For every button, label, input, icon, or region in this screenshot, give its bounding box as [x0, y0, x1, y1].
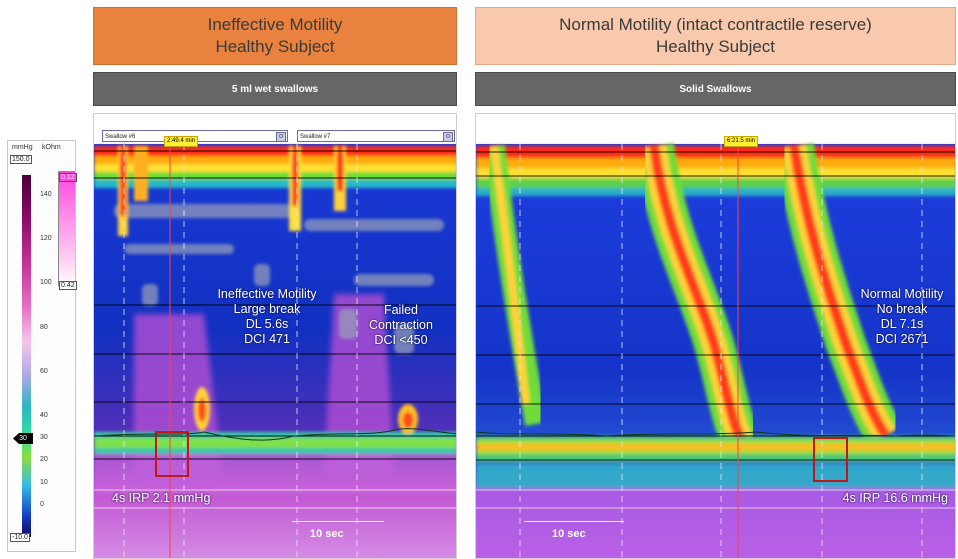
- right-irp-label: 4s IRP 16.6 mmHg: [842, 491, 948, 505]
- grey-patches: [114, 204, 444, 354]
- annotation-line: DCI 471: [244, 332, 290, 346]
- peristaltic-wave-1: [634, 143, 762, 455]
- swallow-tab-7-label: Swallow #7: [300, 134, 331, 140]
- tick-label: 120: [40, 235, 52, 242]
- right-time-scale-bar: [524, 521, 624, 522]
- left-title-line1: Ineffective Motility: [207, 15, 343, 34]
- tick-label: 20: [40, 456, 48, 463]
- left-annotation-ineffective: Ineffective Motility Large break DL 5.6s…: [192, 287, 342, 347]
- peristaltic-wave-2: [774, 142, 903, 448]
- annotation-line: No break: [876, 302, 928, 316]
- left-title-line2: Healthy Subject: [215, 37, 335, 56]
- color-scale-legend: mmHg kOhm 150.0 0.12 0.42 140 120 100 80…: [7, 140, 77, 552]
- isobar-contour: [94, 428, 456, 441]
- pressure-unit: mmHg: [12, 144, 33, 151]
- left-time-scale-label: 10 sec: [310, 528, 344, 540]
- right-topography-panel: 6:21.5 min Normal Motility No break DL 7…: [475, 113, 956, 559]
- ues-band: [94, 146, 456, 188]
- swallow-tab-6-label: Swallow #6: [105, 134, 136, 140]
- left-topography-plot: [94, 144, 456, 558]
- left-time-scale-bar: [292, 521, 384, 522]
- annotation-line: DCI <450: [374, 333, 428, 347]
- scale-min-value: -10.0: [10, 533, 30, 542]
- annotation-line: DL 5.6s: [245, 317, 289, 331]
- sensor-lines: [94, 150, 456, 460]
- tick-label: 60: [40, 368, 48, 375]
- annotation-line: DCI 2671: [875, 332, 929, 346]
- right-title-line2: Healthy Subject: [655, 37, 776, 56]
- tick-label: 40: [40, 412, 48, 419]
- left-annotation-failed: Failed Contraction DCI <450: [356, 303, 446, 348]
- left-topography-panel: Swallow #6 O Swallow #7 O 2:49.4 min Ine…: [93, 113, 457, 559]
- tick-label: 140: [40, 191, 52, 198]
- distal-contractions: [94, 387, 456, 494]
- isobar-contour: [476, 431, 955, 437]
- left-subtitle-bar: 5 ml wet swallows: [93, 72, 457, 106]
- annotation-line: Large break: [233, 302, 301, 316]
- ues-band: [476, 146, 955, 196]
- time-gridlines: [519, 144, 923, 558]
- left-irp-label: 4s IRP 2.1 mmHg: [112, 491, 211, 505]
- irp-box: [813, 437, 848, 482]
- impedance-high-value: 0.12: [59, 173, 77, 182]
- impedance-low-value: 0.42: [59, 281, 77, 290]
- les-band: [476, 436, 955, 558]
- tick-label: 0: [40, 501, 44, 508]
- tick-label: 80: [40, 324, 48, 331]
- pressure-marker: 30: [13, 433, 33, 444]
- irp-box: [155, 431, 189, 477]
- annotation-line: Contraction: [369, 318, 433, 332]
- right-subtitle-bar: Solid Swallows: [475, 72, 956, 106]
- left-time-marker: 2:49.4 min: [164, 136, 199, 147]
- impedance-gradient: [58, 171, 75, 286]
- annotation-line: Normal Motility: [860, 287, 944, 301]
- swallow-contractions: [118, 146, 346, 236]
- right-panel-header: Normal Motility (intact contractile rese…: [475, 7, 956, 65]
- right-topography-plot: [476, 142, 955, 558]
- tick-label: 10: [40, 479, 48, 486]
- pressure-gradient: [22, 175, 31, 537]
- time-gridlines: [123, 144, 358, 558]
- sensor-lines: [476, 151, 955, 461]
- swallow-tab-6-button[interactable]: O: [276, 132, 286, 142]
- swallow-tab-7-button[interactable]: O: [443, 132, 453, 142]
- annotation-line: DL 7.1s: [880, 317, 924, 331]
- right-annotation-normal: Normal Motility No break DL 7.1s DCI 267…: [850, 287, 954, 347]
- left-panel-header: Ineffective Motility Healthy Subject: [93, 7, 457, 65]
- tick-label: 100: [40, 279, 52, 286]
- right-title-line1: Normal Motility (intact contractile rese…: [559, 15, 872, 34]
- scale-max-value: 150.0: [10, 155, 32, 164]
- initial-swallow: [483, 144, 547, 426]
- annotation-line: Failed: [383, 303, 419, 317]
- annotation-line: Ineffective Motility: [217, 287, 317, 301]
- right-time-marker: 6:21.5 min: [724, 136, 759, 147]
- right-time-scale-label: 10 sec: [552, 528, 586, 540]
- reference-lines: [94, 489, 456, 509]
- impedance-unit: kOhm: [42, 144, 61, 151]
- reference-lines: [476, 489, 955, 509]
- swallow-tab-7[interactable]: Swallow #7 O: [297, 130, 455, 142]
- tick-label: 30: [40, 434, 48, 441]
